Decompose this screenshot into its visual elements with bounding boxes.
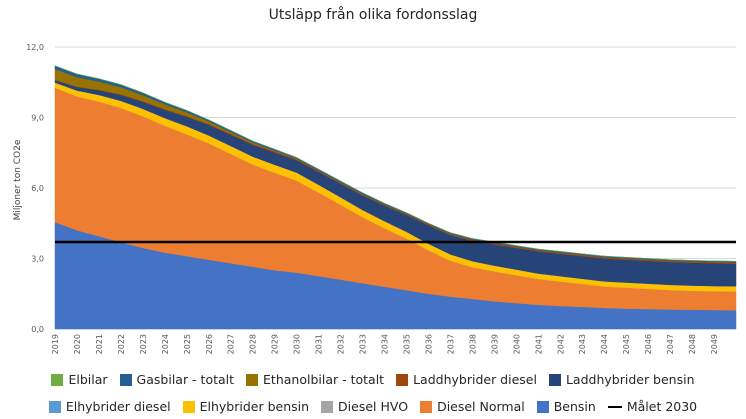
x-tick-label: 2025 <box>183 334 192 354</box>
y-tick-label: 0,0 <box>31 325 44 334</box>
x-tick-label: 2048 <box>688 334 697 354</box>
legend-label: Elhybrider diesel <box>65 399 171 414</box>
legend-item: Elhybrider bensin <box>182 399 310 414</box>
legend-swatch <box>48 400 61 413</box>
legend-label: Elhybrider bensin <box>199 399 310 414</box>
x-tick-label: 2044 <box>600 334 609 354</box>
x-tick-label: 2047 <box>666 334 675 354</box>
legend-label: Gasbilar - totalt <box>136 372 235 387</box>
x-tick-label: 2039 <box>490 334 499 354</box>
legend-item: Målet 2030 <box>607 399 698 414</box>
area-series <box>54 65 737 330</box>
legend-swatch <box>420 400 433 413</box>
x-tick-label: 2040 <box>512 334 521 354</box>
legend-item: Laddhybrider diesel <box>396 372 537 387</box>
legend-swatch <box>321 400 334 413</box>
legend-swatch <box>119 373 132 386</box>
stacked-area-chart: 0,0 3,0 6,0 9,0 12,0 2019 2020 2021 2022 2023 202… <box>26 43 737 354</box>
y-tick-label: 9,0 <box>31 114 44 123</box>
x-tick-label: 2037 <box>446 334 455 354</box>
legend-item: Diesel Normal <box>420 399 525 414</box>
legend-label: Diesel Normal <box>437 399 525 414</box>
legend-swatch <box>548 373 561 386</box>
legend-row-1: Elbilar Gasbilar - totalt Ethanolbilar - t… <box>0 372 746 387</box>
legend-item: Ethanolbilar - totalt <box>246 372 384 387</box>
legend-item: Gasbilar - totalt <box>119 372 235 387</box>
legend-item: Bensin <box>536 399 596 414</box>
x-tick-label: 2020 <box>73 334 82 354</box>
x-tick-label: 2019 <box>51 334 60 354</box>
x-tick-label: 2034 <box>381 334 390 354</box>
legend-label: Bensin <box>553 399 596 414</box>
legend-item: Diesel HVO <box>321 399 408 414</box>
x-tick-label: 2031 <box>315 334 324 354</box>
x-tick-label: 2035 <box>402 334 411 354</box>
x-tick-label: 2041 <box>534 334 543 354</box>
x-tick-label: 2033 <box>359 334 368 354</box>
x-tick-label: 2043 <box>578 334 587 354</box>
legend-row-2: Elhybrider diesel Elhybrider bensin Diesel… <box>0 399 746 414</box>
x-tick-label: 2027 <box>227 334 236 354</box>
x-tick-label: 2026 <box>205 334 214 354</box>
x-tick-label: 2021 <box>95 334 104 354</box>
x-tick-label: 2023 <box>139 334 148 354</box>
x-tick-label: 2032 <box>337 334 346 354</box>
x-tick-label: 2029 <box>271 334 280 354</box>
legend-item: Elhybrider diesel <box>48 399 171 414</box>
legend-swatch <box>396 373 409 386</box>
legend-label: Ethanolbilar - totalt <box>263 372 385 387</box>
legend-label: Målet 2030 <box>626 399 698 414</box>
x-tick-label: 2024 <box>161 334 170 354</box>
x-tick-label: 2036 <box>424 334 433 354</box>
x-tick-label: 2028 <box>249 334 258 354</box>
legend-swatch <box>182 400 195 413</box>
x-tick-label: 2042 <box>556 334 565 354</box>
legend-item: Elbilar <box>51 372 108 387</box>
legend-label: Laddhybrider diesel <box>413 372 537 387</box>
legend-item: Laddhybrider bensin <box>548 372 695 387</box>
x-tick-label: 2038 <box>468 334 477 354</box>
y-tick-label: 12,0 <box>26 43 44 52</box>
legend-swatch <box>51 373 64 386</box>
x-tick-label: 2049 <box>710 334 719 354</box>
legend-label: Laddhybrider bensin <box>565 372 695 387</box>
x-tick-label: 2045 <box>622 334 631 354</box>
chart-title: Utsläpp från olika fordonsslag <box>268 7 478 23</box>
area-elbilar <box>54 65 737 262</box>
x-tick-label: 2030 <box>293 334 302 354</box>
y-tick-label: 6,0 <box>31 184 44 193</box>
legend-line-swatch <box>607 405 622 408</box>
x-tick-label: 2022 <box>117 334 126 354</box>
legend-swatch <box>536 400 549 413</box>
x-tick-label: 2046 <box>644 334 653 354</box>
y-axis-ticks: 0,0 3,0 6,0 9,0 12,0 <box>26 43 44 334</box>
y-tick-label: 3,0 <box>31 255 44 264</box>
x-axis-ticks: 2019 2020 2021 2022 2023 2024 2025 2026 2027 2028… <box>51 334 719 354</box>
legend-label: Elbilar <box>68 372 108 387</box>
y-axis-label: Miljoner ton CO2e <box>13 139 23 221</box>
legend-swatch <box>246 373 259 386</box>
legend-label: Diesel HVO <box>338 399 409 414</box>
